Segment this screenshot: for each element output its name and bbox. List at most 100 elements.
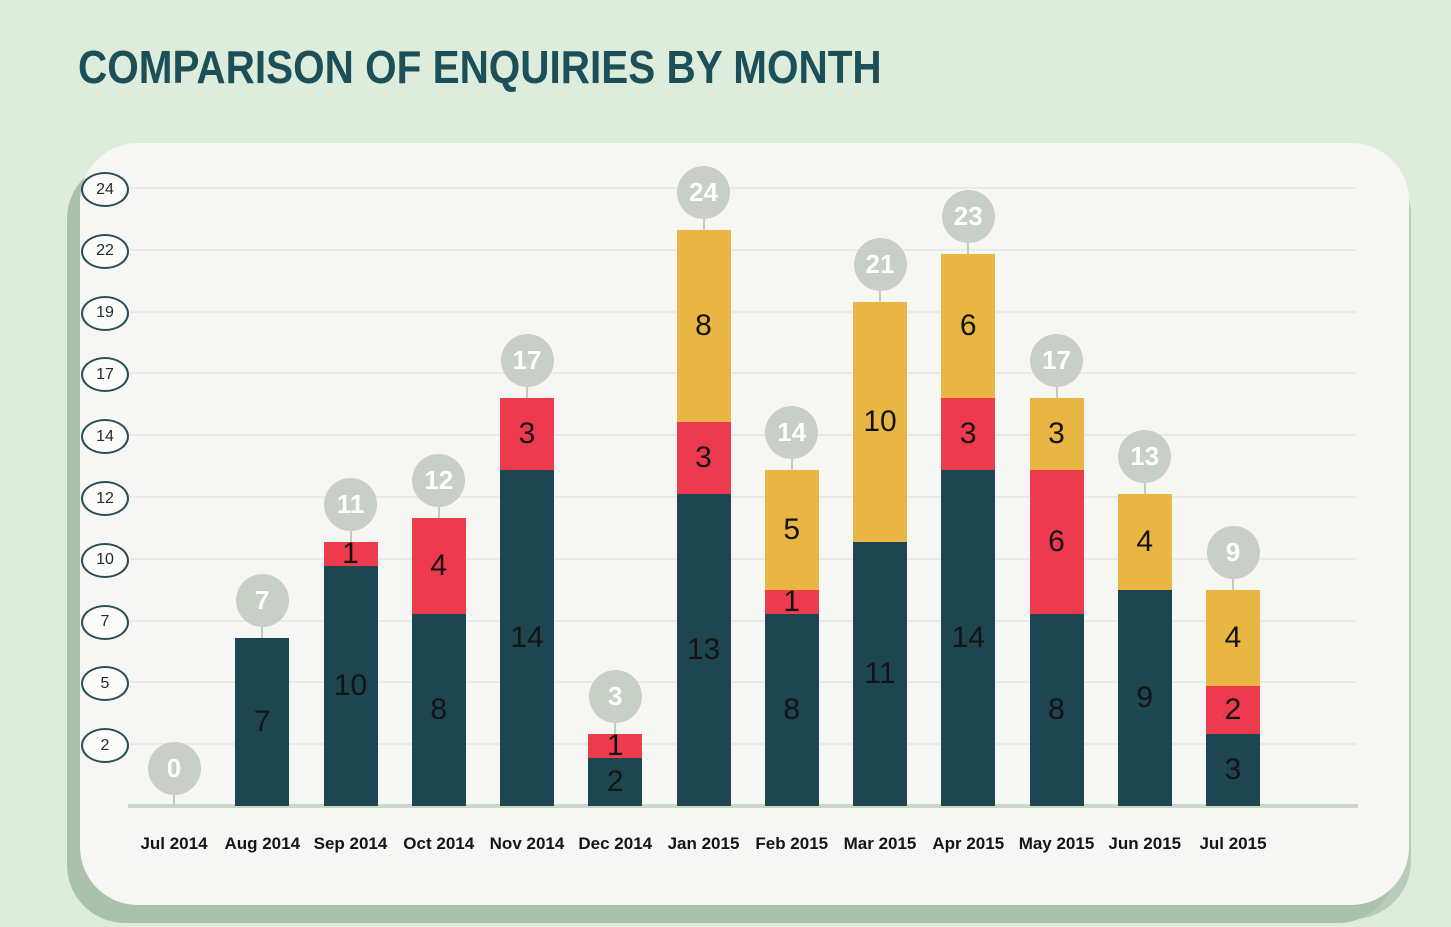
badge-stem [1055,385,1058,398]
x-axis-label: Oct 2014 [403,834,475,853]
bar-segment-teal: 11 [853,542,907,806]
segment-value-label: 8 [1048,693,1065,726]
x-axis-label: Jul 2015 [1199,834,1267,853]
y-axis-tick: 5 [81,666,129,702]
segment-value-label: 3 [1224,753,1242,786]
bar-segment-teal: 14 [500,470,554,806]
total-badge: 7 [235,573,289,627]
x-axis-label: Jun 2015 [1108,834,1182,853]
badge-stem [879,289,881,302]
x-axis-line [128,804,1358,808]
badge-stem [967,241,970,254]
bar-segment-yellow: 4 [1206,590,1260,686]
bar-segment-teal: 14 [941,470,996,806]
segment-value-label: 1 [783,585,801,618]
segment-value-label: 4 [430,549,448,582]
segment-value-label: 7 [253,705,271,738]
gridline [130,187,1356,189]
segment-value-label: 9 [1136,681,1154,714]
badge-stem [526,385,528,398]
bar-segment-yellow: 8 [676,230,731,422]
bar-segment-red: 3 [500,398,554,470]
gridline [130,557,1356,560]
badge-stem [261,625,264,638]
segment-value-label: 8 [695,309,712,342]
segment-value-label: 8 [430,693,448,726]
bar-segment-teal: 13 [676,494,731,806]
y-axis-tick: 12 [81,481,129,516]
badge-stem [437,505,440,518]
total-badge: 24 [677,165,730,219]
x-axis-label: Aug 2014 [224,834,301,853]
x-axis-label: Feb 2015 [755,834,829,853]
segment-value-label: 3 [518,417,536,450]
gridline [130,310,1356,313]
total-badge: 14 [765,405,819,459]
segment-value-label: 14 [510,621,544,654]
bar-segment-yellow: 6 [941,254,996,398]
bar-segment-yellow: 5 [764,470,819,590]
bar-segment-teal: 7 [235,638,290,806]
total-badge: 12 [412,453,466,507]
x-axis-label: Apr 2015 [932,834,1005,853]
stacked-bar-chart: 24 22 19 17 14 12 10 7 5 2 0 Jul 2014 7 7 Aug 2014 10 1 1… [80,143,1409,905]
bar-segment-red: 3 [941,398,996,470]
bar-segment-teal: 8 [411,614,466,806]
gridline [130,496,1356,498]
gridline [130,372,1356,375]
total-badge: 3 [588,669,642,723]
bar-segment-teal: 3 [1206,734,1260,806]
chart-card: 24 22 19 17 14 12 10 7 5 2 0 Jul 2014 7 7 Aug 2014 10 1 1… [80,143,1409,905]
x-axis-label: Sep 2014 [313,834,388,853]
bar-segment-teal: 8 [1029,614,1084,806]
bar-segment-teal: 10 [323,566,378,806]
segment-value-label: 10 [333,669,368,702]
bar-segment-red: 1 [323,537,378,570]
y-axis-tick: 22 [81,233,129,269]
x-axis-label: May 2015 [1018,834,1095,853]
chart-title: COMPARISON OF ENQUIRIES BY MONTH [78,41,882,93]
total-badge: 21 [853,237,907,291]
segment-value-label: 2 [606,765,624,798]
gridline [130,743,1356,746]
x-axis-label: Dec 2014 [578,834,653,853]
segment-value-label: 3 [1048,417,1065,450]
badge-stem [1143,481,1146,494]
total-badge: 17 [500,333,554,387]
bar-segment-teal: 2 [588,758,643,806]
gridline [130,434,1356,437]
bar-segment-yellow: 3 [1029,398,1084,470]
x-axis-label: Jan 2015 [667,834,740,853]
total-badge: 11 [324,477,377,531]
segment-value-label: 4 [1224,621,1242,654]
bar-segment-red: 4 [411,518,466,614]
segment-value-label: 4 [1136,525,1154,558]
segment-value-label: 1 [342,537,359,570]
total-badge: 0 [147,741,201,795]
segment-value-label: 6 [959,309,977,342]
segment-value-label: 1 [606,729,624,762]
segment-value-label: 2 [1224,693,1242,726]
bar-segment-yellow: 10 [853,302,907,542]
total-badge: 9 [1206,525,1260,579]
segment-value-label: 5 [783,513,801,546]
segment-value-label: 11 [864,657,896,690]
segment-value-label: 3 [959,417,977,450]
gridline [130,681,1356,684]
segment-value-label: 10 [863,405,897,438]
total-badge: 17 [1030,333,1083,387]
bar-segment-red: 3 [676,422,731,494]
y-axis-tick: 10 [81,542,129,578]
segment-value-label: 14 [951,621,985,654]
gridline [130,619,1356,622]
x-axis-label: Jul 2014 [140,834,208,853]
x-axis-label: Nov 2014 [489,834,565,853]
badge-stem [702,217,705,230]
y-axis-tick: 24 [81,172,129,207]
badge-stem [1232,577,1234,590]
bar-segment-yellow: 4 [1117,494,1172,590]
bar-segment-red: 1 [588,729,643,762]
segment-value-label: 8 [783,693,801,726]
segment-value-label: 3 [695,441,712,474]
segment-value-label: 6 [1048,525,1065,558]
